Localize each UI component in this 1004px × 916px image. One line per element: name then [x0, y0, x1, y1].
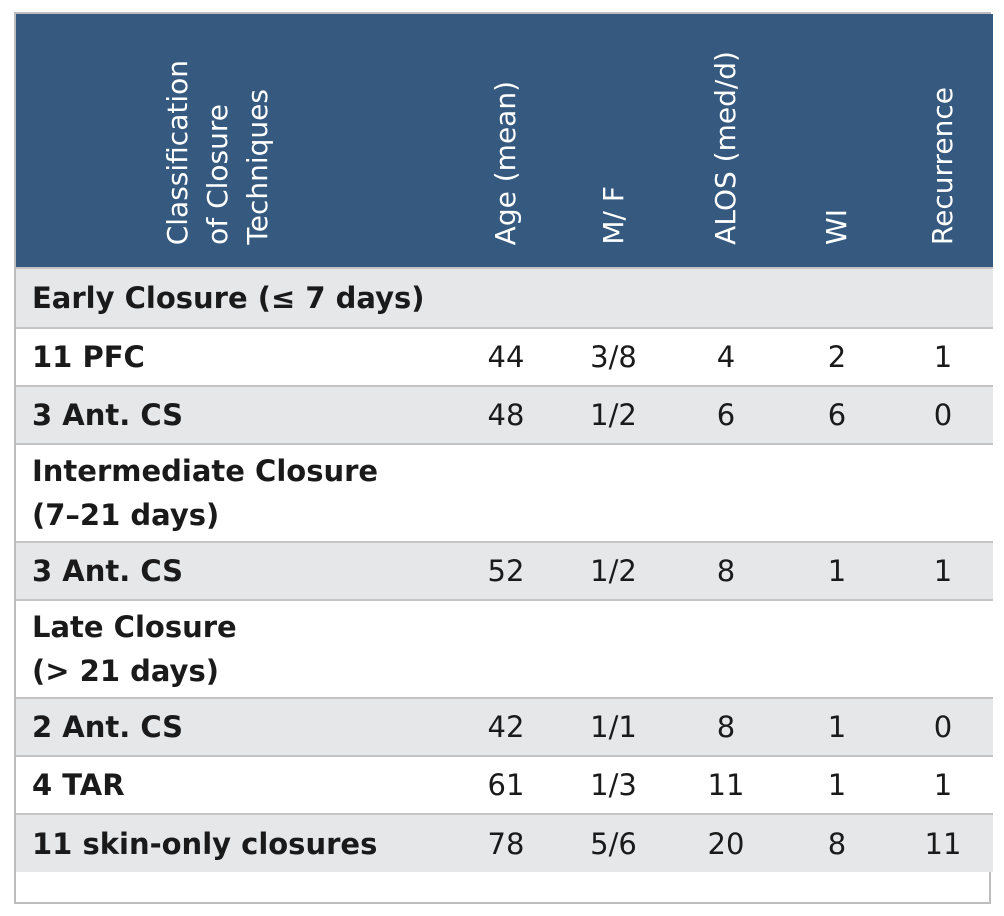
cell-alos: 6: [671, 385, 781, 444]
cell-wi: 8: [781, 813, 893, 872]
cell-age: 78: [456, 813, 556, 872]
header-alos: ALOS (med/d): [671, 14, 781, 268]
cell-alos: 20: [671, 813, 781, 872]
cell-wi: 1: [781, 697, 893, 756]
header-row: Classification of Closure Techniques Age (…: [16, 14, 993, 268]
row-label: 4 TAR: [16, 755, 456, 814]
cell-age: 61: [456, 755, 556, 814]
section-header-row: Early Closure (≤ 7 days): [16, 267, 993, 328]
header-classification: Classification of Closure Techniques: [16, 14, 456, 268]
cell-recurrence: 0: [893, 385, 993, 444]
cell-wi: 1: [781, 755, 893, 814]
section-header-row: Intermediate Closure (7–21 days): [16, 443, 993, 542]
section-title-line1: Late Closure: [32, 610, 237, 644]
table-row: 3 Ant. CS 52 1/2 8 1 1: [16, 541, 993, 600]
row-label: 3 Ant. CS: [16, 541, 456, 600]
table-row: 2 Ant. CS 42 1/1 8 1 0: [16, 697, 993, 756]
cell-age: 44: [456, 327, 556, 386]
header-age: Age (mean): [456, 14, 556, 268]
cell-mf: 3/8: [556, 327, 671, 386]
cell-mf: 1/2: [556, 385, 671, 444]
row-label: 2 Ant. CS: [16, 697, 456, 756]
cell-wi: 1: [781, 541, 893, 600]
table-row: 11 PFC 44 3/8 4 2 1: [16, 327, 993, 386]
cell-mf: 1/2: [556, 541, 671, 600]
row-label: 11 skin-only closures: [16, 813, 456, 872]
cell-recurrence: 0: [893, 697, 993, 756]
cell-alos: 11: [671, 755, 781, 814]
header-mf: M/ F: [556, 14, 671, 268]
cell-age: 42: [456, 697, 556, 756]
header-classification-line1: Classification: [161, 59, 194, 245]
cell-recurrence: 1: [893, 755, 993, 814]
cell-recurrence: 1: [893, 327, 993, 386]
header-classification-line3: Techniques: [241, 89, 274, 245]
section-title-line2: (7–21 days): [32, 498, 220, 532]
row-label: 11 PFC: [16, 327, 456, 386]
cell-recurrence: 11: [893, 813, 993, 872]
section-title-early: Early Closure (≤ 7 days): [16, 267, 993, 328]
cell-age: 52: [456, 541, 556, 600]
table-row: 11 skin-only closures 78 5/6 20 8 11: [16, 813, 993, 872]
cell-mf: 1/1: [556, 697, 671, 756]
cell-alos: 8: [671, 697, 781, 756]
header-recurrence: Recurrence: [893, 14, 993, 268]
section-title-line1: Intermediate Closure: [32, 454, 379, 488]
cell-wi: 2: [781, 327, 893, 386]
cell-alos: 8: [671, 541, 781, 600]
header-classification-line2: of Closure: [201, 104, 234, 245]
cell-age: 48: [456, 385, 556, 444]
row-label: 3 Ant. CS: [16, 385, 456, 444]
section-title-intermediate: Intermediate Closure (7–21 days): [16, 443, 993, 542]
cell-alos: 4: [671, 327, 781, 386]
cell-mf: 1/3: [556, 755, 671, 814]
table-frame: Classification of Closure Techniques Age (…: [14, 12, 993, 904]
table-row: 3 Ant. CS 48 1/2 6 6 0: [16, 385, 993, 444]
section-title-line2: (> 21 days): [32, 654, 219, 688]
table-row: 4 TAR 61 1/3 11 1 1: [16, 755, 993, 814]
section-header-row: Late Closure (> 21 days): [16, 599, 993, 698]
cell-recurrence: 1: [893, 541, 993, 600]
header-wi: WI: [781, 14, 893, 268]
cell-wi: 6: [781, 385, 893, 444]
section-title-late: Late Closure (> 21 days): [16, 599, 993, 698]
cell-mf: 5/6: [556, 813, 671, 872]
closure-table: Classification of Closure Techniques Age (…: [16, 14, 993, 872]
